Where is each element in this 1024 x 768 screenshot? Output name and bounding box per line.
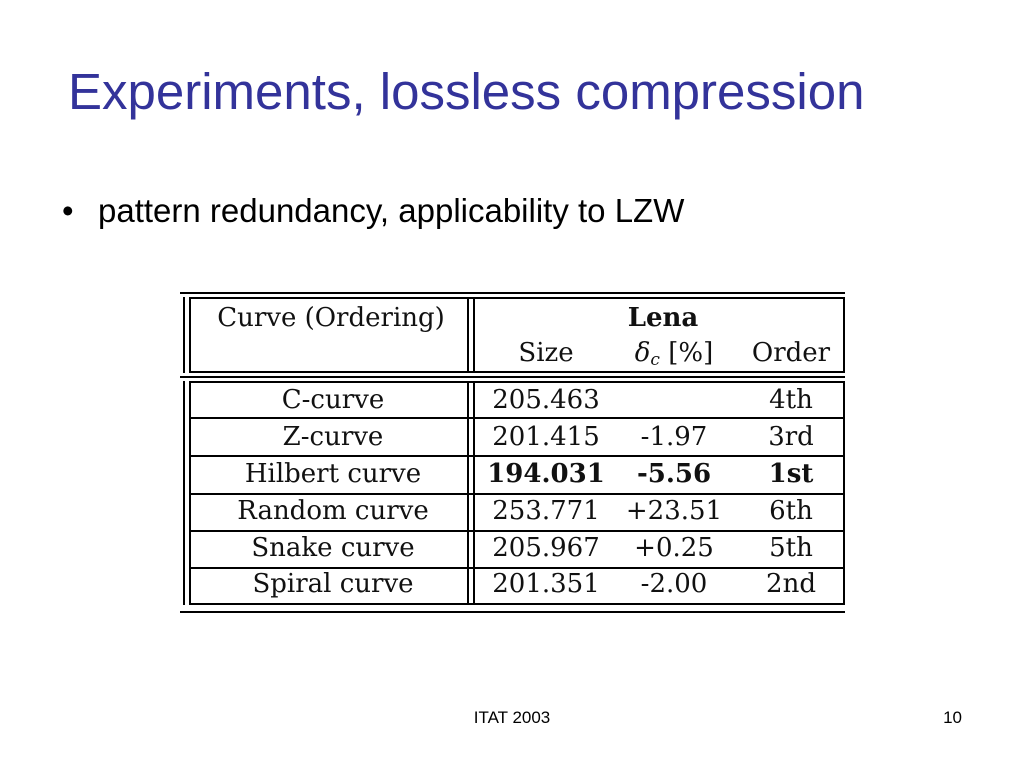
table-top-inner-rule: [190, 297, 845, 299]
row-rule: [190, 493, 845, 495]
header-bottom-rule: [190, 371, 845, 373]
row-rule: [190, 417, 845, 419]
cell-curve: Hilbert curve: [244, 459, 422, 489]
table-bottom-rule: [180, 611, 845, 613]
cell-curve: Spiral curve: [252, 569, 414, 599]
cell-size: 201.351: [492, 569, 600, 599]
bullet-text: pattern redundancy, applicability to LZW: [98, 192, 685, 229]
table-left-rule: [183, 381, 185, 605]
cell-size: 201.415: [492, 422, 600, 452]
cell-order: 6th: [769, 496, 813, 526]
bullet-marker: •: [62, 192, 74, 229]
column-divider-rule: [467, 297, 469, 373]
cell-order: 5th: [769, 533, 813, 563]
table-left-inner-rule: [189, 297, 191, 373]
header-delta: δc [%]: [610, 335, 738, 371]
cell-order: 1st: [768, 459, 814, 489]
cell-curve: Random curve: [237, 496, 429, 526]
cell-delta: -2.00: [640, 569, 708, 599]
cell-size: 253.771: [492, 496, 600, 526]
table-left-inner-rule: [189, 381, 191, 605]
column-divider-rule: [473, 381, 475, 605]
delta-symbol: δ: [634, 338, 651, 368]
column-divider-rule: [467, 381, 469, 605]
cell-delta: +0.25: [634, 533, 714, 563]
body-top-rule: [190, 381, 845, 383]
header-order: Order: [751, 338, 831, 368]
delta-subscript: c: [650, 350, 660, 370]
table-bottom-inner-rule: [190, 603, 845, 605]
bullet-item: • pattern redundancy, applicability to LZ…: [62, 192, 684, 230]
table-top-rule: [180, 292, 845, 294]
header-curve: Curve (Ordering): [217, 303, 445, 333]
cell-order: 2nd: [766, 569, 816, 599]
cell-delta: -5.56: [636, 459, 712, 489]
cell-curve: C-curve: [281, 385, 385, 415]
cell-order: 3rd: [768, 422, 814, 452]
cell-curve: Snake curve: [251, 533, 415, 563]
column-divider-rule: [473, 297, 475, 373]
header-group-lena: Lena: [627, 303, 699, 333]
row-rule: [190, 567, 845, 569]
cell-delta: -1.97: [640, 422, 708, 452]
table-right-rule: [843, 297, 845, 373]
table-left-rule: [183, 297, 185, 373]
table-right-rule: [843, 381, 845, 605]
cell-size: 194.031: [487, 459, 605, 489]
cell-delta: [610, 382, 738, 418]
page-number: 10: [943, 708, 962, 727]
header-size: Size: [518, 338, 574, 368]
cell-delta: +23.51: [625, 496, 723, 526]
delta-unit: [%]: [659, 338, 714, 368]
slide-title: Experiments, lossless compression: [68, 63, 865, 120]
cell-size: 205.463: [492, 385, 600, 415]
header-separator-rule: [180, 376, 845, 378]
row-rule: [190, 530, 845, 532]
cell-order: 4th: [769, 385, 813, 415]
cell-curve: Z-curve: [282, 422, 384, 452]
row-rule: [190, 455, 845, 457]
footer-conference: ITAT 2003: [473, 708, 551, 727]
cell-size: 205.967: [492, 533, 600, 563]
